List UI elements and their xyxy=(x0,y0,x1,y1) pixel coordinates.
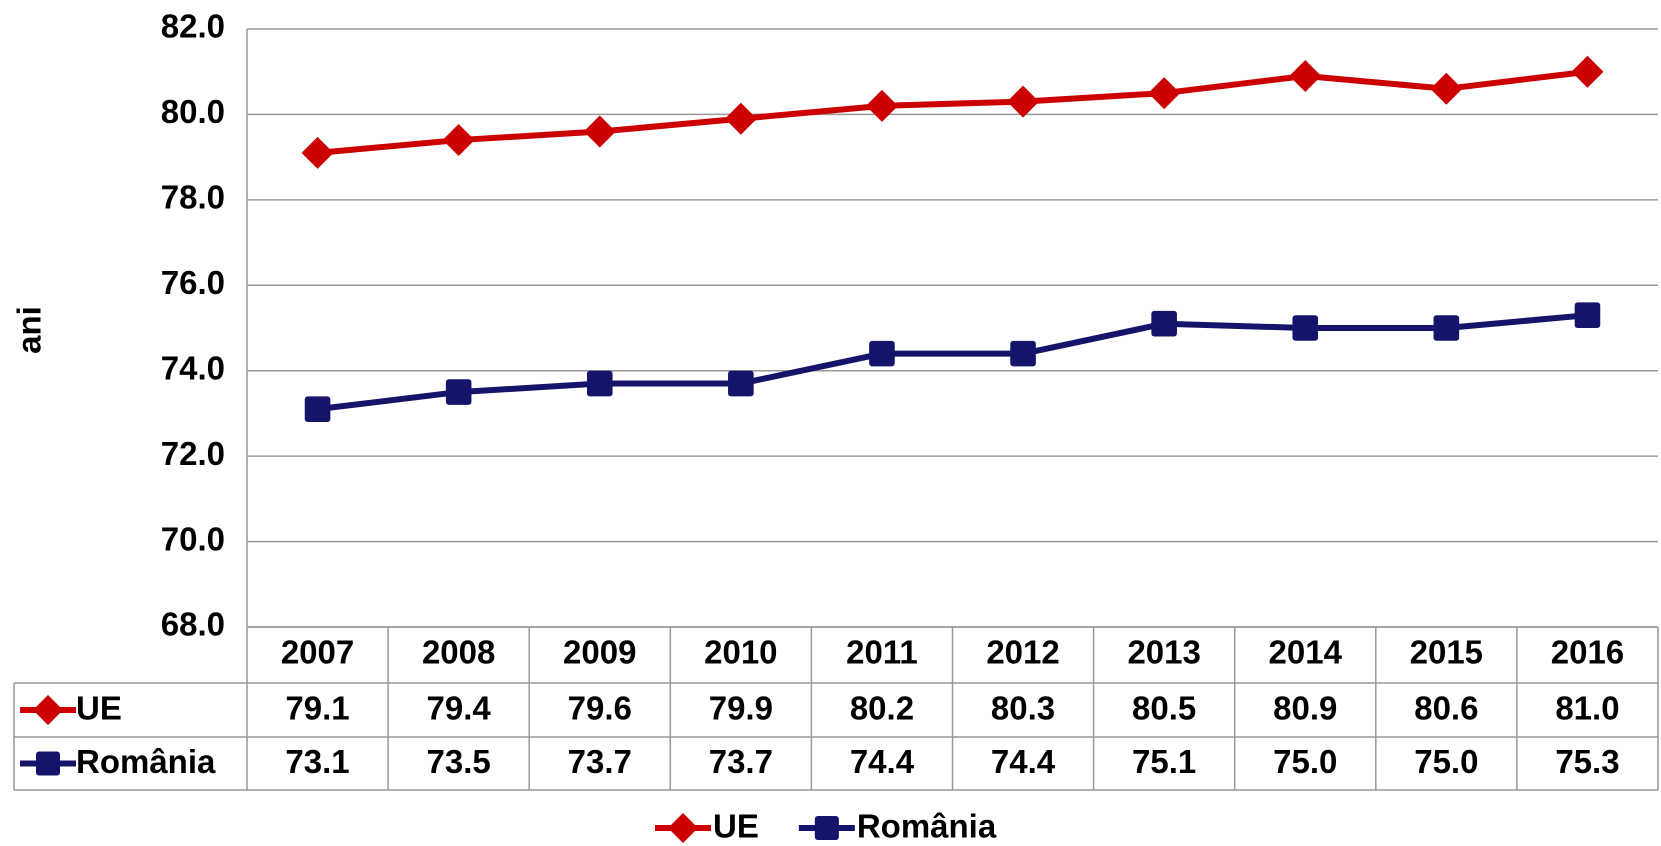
marker xyxy=(301,136,334,169)
table-value: 75.0 xyxy=(1273,743,1337,780)
legend-marker xyxy=(668,813,698,843)
x-tick-label: 2009 xyxy=(563,634,636,671)
y-tick-label: 78.0 xyxy=(161,179,225,216)
marker xyxy=(586,370,613,397)
marker xyxy=(1148,77,1181,110)
x-tick-label: 2016 xyxy=(1551,634,1624,671)
marker xyxy=(1571,55,1604,88)
table-value: 74.4 xyxy=(850,743,915,780)
table-value: 75.1 xyxy=(1132,743,1196,780)
marker xyxy=(869,340,895,367)
x-tick-label: 2012 xyxy=(986,634,1059,671)
y-tick-label: 74.0 xyxy=(161,349,225,386)
y-tick-label: 70.0 xyxy=(161,520,225,557)
marker xyxy=(442,124,475,157)
table-value: 79.4 xyxy=(427,690,492,727)
marker xyxy=(1010,340,1036,367)
table-series-name: România xyxy=(76,743,216,780)
x-tick-label: 2011 xyxy=(846,634,918,671)
legend-label: UE xyxy=(713,808,759,845)
legend-marker xyxy=(36,751,60,776)
marker xyxy=(865,89,898,122)
table-value: 79.9 xyxy=(709,690,773,727)
table-value: 74.4 xyxy=(991,743,1056,780)
table-value: 80.3 xyxy=(991,690,1055,727)
y-tick-label: 68.0 xyxy=(161,606,225,643)
marker xyxy=(1430,72,1463,105)
table-value: 81.0 xyxy=(1555,690,1619,727)
table-value: 73.1 xyxy=(285,743,349,780)
table-value: 80.2 xyxy=(850,690,914,727)
marker xyxy=(1151,310,1177,337)
marker xyxy=(1574,302,1601,328)
marker xyxy=(583,115,616,148)
x-tick-label: 2007 xyxy=(281,634,354,671)
table-value: 75.3 xyxy=(1555,743,1619,780)
marker xyxy=(1007,85,1040,118)
y-tick-label: 76.0 xyxy=(161,264,225,301)
table-value: 80.5 xyxy=(1132,690,1196,727)
table-value: 79.6 xyxy=(568,690,632,727)
legend-label: România xyxy=(857,808,997,845)
y-axis-label: ani xyxy=(11,306,48,354)
x-tick-label: 2015 xyxy=(1410,634,1483,671)
x-tick-label: 2010 xyxy=(704,634,777,671)
y-tick-label: 80.0 xyxy=(161,93,225,130)
marker xyxy=(304,396,331,422)
table-value: 73.7 xyxy=(709,743,773,780)
marker xyxy=(724,102,757,135)
x-tick-label: 2013 xyxy=(1127,634,1200,671)
marker xyxy=(728,370,754,397)
table-value: 79.1 xyxy=(285,690,349,727)
table-series-name: UE xyxy=(76,690,122,727)
y-tick-label: 82.0 xyxy=(161,8,225,45)
marker xyxy=(1292,315,1319,341)
series-line xyxy=(317,68,1588,156)
table-value: 80.6 xyxy=(1414,690,1478,727)
marker xyxy=(445,379,472,405)
table-value: 75.0 xyxy=(1414,743,1478,780)
legend-marker xyxy=(814,816,839,840)
table-value: 80.9 xyxy=(1273,690,1337,727)
marker xyxy=(1289,59,1322,92)
table-value: 73.7 xyxy=(568,743,632,780)
x-tick-label: 2014 xyxy=(1269,634,1343,671)
x-tick-label: 2008 xyxy=(422,634,495,671)
series-line xyxy=(317,312,1588,413)
table-value: 73.5 xyxy=(427,743,491,780)
y-tick-label: 72.0 xyxy=(161,435,225,472)
legend-marker xyxy=(33,695,63,725)
marker xyxy=(1433,315,1460,341)
